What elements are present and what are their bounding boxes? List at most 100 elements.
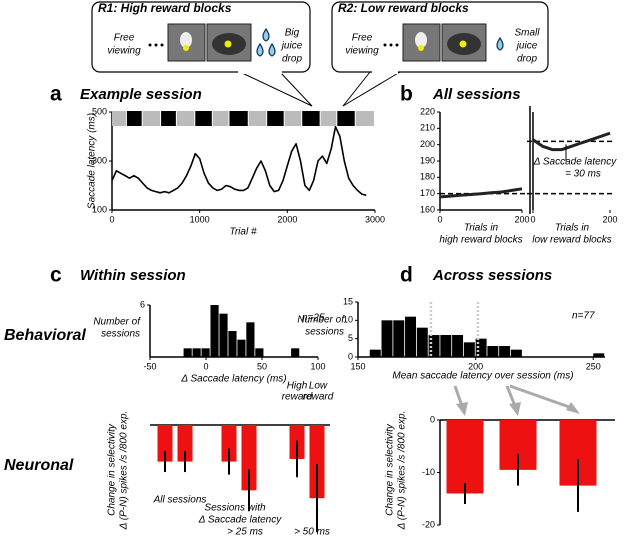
box-text: juice: [280, 41, 303, 52]
y-tick-label: 0: [348, 351, 353, 361]
x-axis-label: high reward blocks: [439, 235, 522, 246]
y-tick-label: 220: [420, 106, 435, 116]
y-tick-label: 6: [140, 299, 145, 309]
block: [195, 111, 212, 126]
box-text: Free: [114, 33, 135, 44]
x-axis-label: Mean saccade latency over session (ms): [392, 371, 573, 382]
x-tick-label: 50: [257, 361, 267, 371]
x-axis-label: Trials in: [464, 223, 499, 234]
y-tick-label: -10: [422, 467, 435, 477]
block: [112, 111, 126, 126]
x-tick-label: 2000: [277, 214, 297, 224]
box-text: Free: [352, 33, 373, 44]
y-axis-label: Change in selectivity: [107, 423, 118, 516]
annotation: All sessions: [153, 495, 207, 506]
y-tick-label: 180: [420, 172, 435, 182]
block: [320, 111, 337, 126]
histogram-bar: [452, 335, 464, 357]
schematic: R1: High reward blocks R2: Low reward bl…: [91, 1, 549, 107]
block: [284, 111, 302, 126]
y-tick-label: 0: [430, 414, 435, 424]
histogram-bar: [487, 346, 499, 357]
annotation: Low: [309, 381, 328, 392]
histogram-bar: [381, 320, 393, 357]
histogram-bar: [369, 349, 381, 357]
line-series: [111, 125, 367, 197]
annotation: Δ Saccade latency: [533, 157, 617, 168]
bar: [446, 420, 484, 494]
y-axis-label: Δ (P-N) spikes /s /800 exp.: [397, 411, 408, 531]
box-text: viewing: [107, 46, 141, 57]
annotation: = 30 ms: [565, 169, 601, 180]
x-tick-label: 0: [437, 214, 442, 224]
y-tick-label: 300: [92, 155, 107, 165]
y-tick-label: 210: [420, 123, 435, 133]
y-tick-label: -20: [422, 519, 435, 529]
block: [142, 111, 161, 126]
x-tick-label: 3000: [365, 214, 385, 224]
histogram-bar: [237, 339, 246, 357]
histogram-bar: [499, 346, 511, 357]
block: [355, 111, 374, 126]
annotation: > 25 ms: [227, 527, 263, 538]
block: [212, 111, 229, 126]
histogram-bar: [416, 327, 428, 357]
annotation: reward: [282, 392, 313, 403]
histogram-bar: [246, 322, 255, 357]
y-axis-label: Number of: [297, 315, 345, 326]
x-tick-label: -50: [143, 361, 156, 371]
row-label: Behavioral: [4, 327, 86, 344]
x-tick-label: 0: [530, 214, 535, 224]
histogram-bar: [428, 335, 440, 357]
bar: [157, 425, 173, 462]
block: [161, 111, 176, 126]
x-tick-label: 200: [468, 361, 483, 371]
y-tick-label: 200: [420, 139, 435, 149]
arrows: [453, 384, 580, 416]
box-text: drop: [282, 54, 302, 65]
y-axis-label: Δ (P-N) spikes /s /800 exp.: [119, 411, 130, 531]
y-axis-label: Number of: [93, 317, 141, 328]
y-axis-label: sessions: [305, 327, 344, 338]
x-tick-label: 0: [203, 361, 208, 371]
y-axis-label: Change in selectivity: [385, 423, 396, 516]
y-tick-label: 15: [343, 296, 353, 306]
histogram-bar: [219, 313, 228, 357]
block: [126, 111, 142, 126]
block: [248, 111, 267, 126]
panel-letter: a: [50, 83, 62, 106]
panel-letter: c: [50, 264, 62, 287]
annotation: High: [287, 381, 308, 392]
annotation: Δ Saccade latency: [198, 515, 282, 526]
y-tick-label: 170: [420, 188, 435, 198]
annotation: Sessions with: [204, 503, 266, 514]
panel-letter: b: [400, 83, 413, 106]
line-series: [439, 187, 523, 199]
block: [176, 111, 195, 126]
gap: [238, 71, 282, 74]
box-text: Big: [285, 28, 300, 39]
histogram-bar: [405, 316, 417, 357]
box-text: Small: [514, 28, 540, 39]
x-tick-label: 200: [514, 214, 529, 224]
histogram-bar: [393, 320, 405, 357]
gap: [372, 71, 398, 74]
bar: [177, 425, 193, 462]
block: [229, 111, 248, 126]
stimuli: [167, 23, 487, 62]
x-tick-label: 150: [350, 361, 365, 371]
annotation: > 50 ms: [294, 527, 330, 538]
y-tick-label: 500: [92, 106, 107, 116]
bar: [221, 425, 237, 462]
y-axis-label: sessions: [101, 329, 140, 340]
x-axis-label: Δ Saccade latency (ms): [180, 374, 286, 385]
line-series: [532, 131, 611, 152]
histogram-bar: [291, 348, 300, 357]
chart-title: Example session: [80, 86, 202, 103]
x-axis-label: Trials in: [555, 223, 590, 234]
box-title: R1: High reward blocks: [98, 1, 232, 15]
histogram-bar: [463, 342, 475, 357]
box-text: drop: [517, 54, 537, 65]
annotation: reward: [303, 392, 334, 403]
